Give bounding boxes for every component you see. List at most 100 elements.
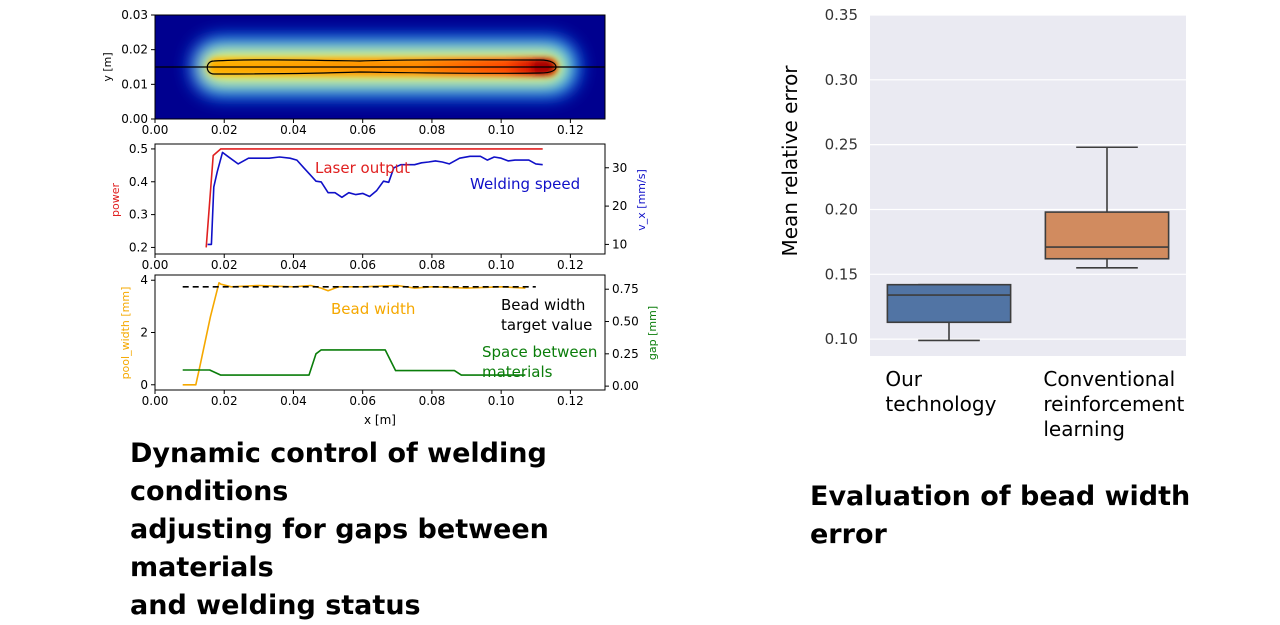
power-speed-x-tick-label: 0.12: [557, 258, 584, 272]
power-speed-x-tick-label: 0.04: [280, 258, 307, 272]
power-speed-x-tick-label: 0.08: [419, 258, 446, 272]
power-y-tick-label: 0.5: [129, 142, 148, 156]
laser-output-line: [205, 148, 543, 248]
power-y-label: power: [109, 183, 122, 217]
boxplot-y-tick-label: 0.15: [825, 265, 858, 283]
power-y-tick-label: 0.2: [129, 240, 148, 254]
speed-y-ticks: 10 20 30: [605, 161, 627, 251]
power-y-tick-label: 0.3: [129, 208, 148, 222]
heatmap-x-tick-label: 0.00: [142, 123, 169, 137]
boxplot-grid: [870, 14, 1186, 340]
bead-gap-x-ticks: 0.00 0.02 0.04 0.06 0.08 0.10 0.12: [142, 390, 584, 408]
bead-gap-x-tick-label: 0.00: [142, 394, 169, 408]
gap-line: [182, 349, 526, 376]
welding-speed-annotation: Welding speed: [470, 175, 580, 193]
box-iqr: [1044, 211, 1170, 260]
box-conventional-rl: [1044, 146, 1170, 269]
speed-y-tick-label: 20: [612, 199, 627, 213]
boxplot-categories: Our technology Conventional reinforcement le…: [885, 367, 1184, 441]
boxplot-y-tick-label: 0.35: [825, 6, 858, 24]
bead-gap-x-tick-label: 0.06: [349, 394, 376, 408]
pool-width-y-tick-label: 4: [140, 273, 148, 287]
power-y-tick-label: 0.4: [129, 175, 148, 189]
annotation-line: Bead width: [501, 296, 585, 314]
category-label-line: Our: [885, 367, 922, 391]
box-iqr: [886, 283, 1012, 324]
weld-pool-contour: [206, 59, 557, 75]
annotation-line: target value: [501, 316, 592, 334]
heatmap-y-tick-label: 0.01: [121, 77, 148, 91]
pool-width-y-tick-label: 2: [140, 326, 148, 340]
bead-gap-x-tick-label: 0.12: [557, 394, 584, 408]
boxplot-boxes: [886, 146, 1170, 342]
boxplot-category-label: Conventional reinforcement learning: [1043, 367, 1184, 441]
annotation-line: materials: [482, 363, 553, 381]
laser-output-annotation: Laser output: [315, 159, 410, 177]
heatmap-x-tick-label: 0.04: [280, 123, 307, 137]
pool-width-y-label: pool_width [mm]: [119, 287, 132, 380]
heatmap-x-tick-label: 0.10: [488, 123, 515, 137]
gap-y-label: gap [mm]: [646, 306, 659, 360]
heatmap-panel: 0.00 0.02 0.04 0.06 0.08 0.10 0.12 0.000.010.0…: [101, 8, 606, 137]
gap-y-tick-label: 0.00: [612, 379, 639, 393]
boxplot-y-label: Mean relative error: [778, 65, 802, 257]
power-speed-frame: [154, 143, 606, 255]
welding-speed-line: [207, 151, 543, 246]
bead-gap-x-tick-label: 0.10: [488, 394, 515, 408]
x-axis-label: x [m]: [364, 413, 396, 427]
heatmap-y-label: y [m]: [101, 52, 114, 81]
pool-width-y-tick-label: 0: [140, 378, 148, 392]
heatmap-x-tick-label: 0.08: [419, 123, 446, 137]
boxplot-y-tick-label: 0.10: [825, 330, 858, 348]
category-label-line: Conventional: [1043, 367, 1175, 391]
heatmap-y-tick-label: 0.00: [121, 112, 148, 126]
power-speed-x-tick-label: 0.10: [488, 258, 515, 272]
gap-y-tick-label: 0.50: [612, 315, 639, 329]
boxplot-y-ticks: 0.10 0.15 0.20 0.25 0.30 0.35: [825, 6, 858, 348]
boxplot-y-tick-label: 0.30: [825, 71, 858, 89]
bead-width-annotation: Bead width: [331, 300, 415, 318]
boxplot-panel: 0.10 0.15 0.20 0.25 0.30 0.35 Our technology Co…: [778, 6, 1186, 441]
bead-gap-panel: 0.00 0.02 0.04 0.06 0.08 0.10 0.12 0 2 4 0.00 0.2…: [119, 273, 659, 427]
heatmap-y-tick-label: 0.02: [121, 43, 148, 57]
power-speed-panel: 0.00 0.02 0.04 0.06 0.08 0.10 0.12 0.20.30.40.…: [109, 142, 648, 272]
power-y-ticks: 0.2 0.3 0.4 0.5: [129, 142, 155, 254]
category-label-line: reinforcement: [1043, 392, 1184, 416]
annotation-line: Space between: [482, 343, 597, 361]
space-between-annotation: Space between materials: [482, 343, 597, 381]
heatmap-x-tick-label: 0.06: [349, 123, 376, 137]
boxplot-category-label: Our technology: [885, 367, 996, 416]
power-speed-lines: [205, 148, 543, 248]
left-caption: Dynamic control of welding conditions ad…: [130, 438, 549, 621]
right-caption: Evaluation of bead width error: [810, 481, 1191, 550]
power-speed-x-tick-label: 0.02: [211, 258, 238, 272]
heatmap-y-tick-label: 0.03: [121, 8, 148, 22]
boxplot-y-tick-label: 0.20: [825, 200, 858, 218]
category-label-line: technology: [885, 392, 996, 416]
heatmap-frame: [154, 14, 606, 120]
bead-gap-frame: [154, 274, 606, 391]
speed-y-label: v_x [mm/s]: [635, 169, 648, 230]
gap-y-tick-label: 0.75: [612, 282, 639, 296]
category-label-line: learning: [1043, 417, 1125, 441]
bead-gap-x-tick-label: 0.04: [280, 394, 307, 408]
heatmap-y-ticks: 0.00 0.01 0.02 0.03: [121, 8, 155, 126]
pool-width-y-ticks: 0 2 4: [140, 273, 155, 392]
heatmap-x-ticks: 0.00 0.02 0.04 0.06 0.08 0.10 0.12: [142, 119, 584, 137]
power-speed-x-tick-label: 0.06: [349, 258, 376, 272]
bead-gap-lines: [182, 281, 536, 386]
speed-y-tick-label: 30: [612, 161, 627, 175]
target-value-annotation: Bead width target value: [501, 296, 592, 334]
gap-y-ticks: 0.00 0.25 0.50 0.75: [605, 282, 639, 393]
boxplot-y-tick-label: 0.25: [825, 136, 858, 154]
power-speed-x-tick-label: 0.00: [142, 258, 169, 272]
box-our-technology: [886, 283, 1012, 342]
heatmap-x-tick-label: 0.12: [557, 123, 584, 137]
speed-y-tick-label: 10: [612, 237, 627, 251]
bead-gap-x-tick-label: 0.08: [419, 394, 446, 408]
bead-gap-x-tick-label: 0.02: [211, 394, 238, 408]
power-speed-x-ticks: 0.00 0.02 0.04 0.06 0.08 0.10 0.12: [142, 254, 584, 272]
heatmap-x-tick-label: 0.02: [211, 123, 238, 137]
gap-y-tick-label: 0.25: [612, 347, 639, 361]
